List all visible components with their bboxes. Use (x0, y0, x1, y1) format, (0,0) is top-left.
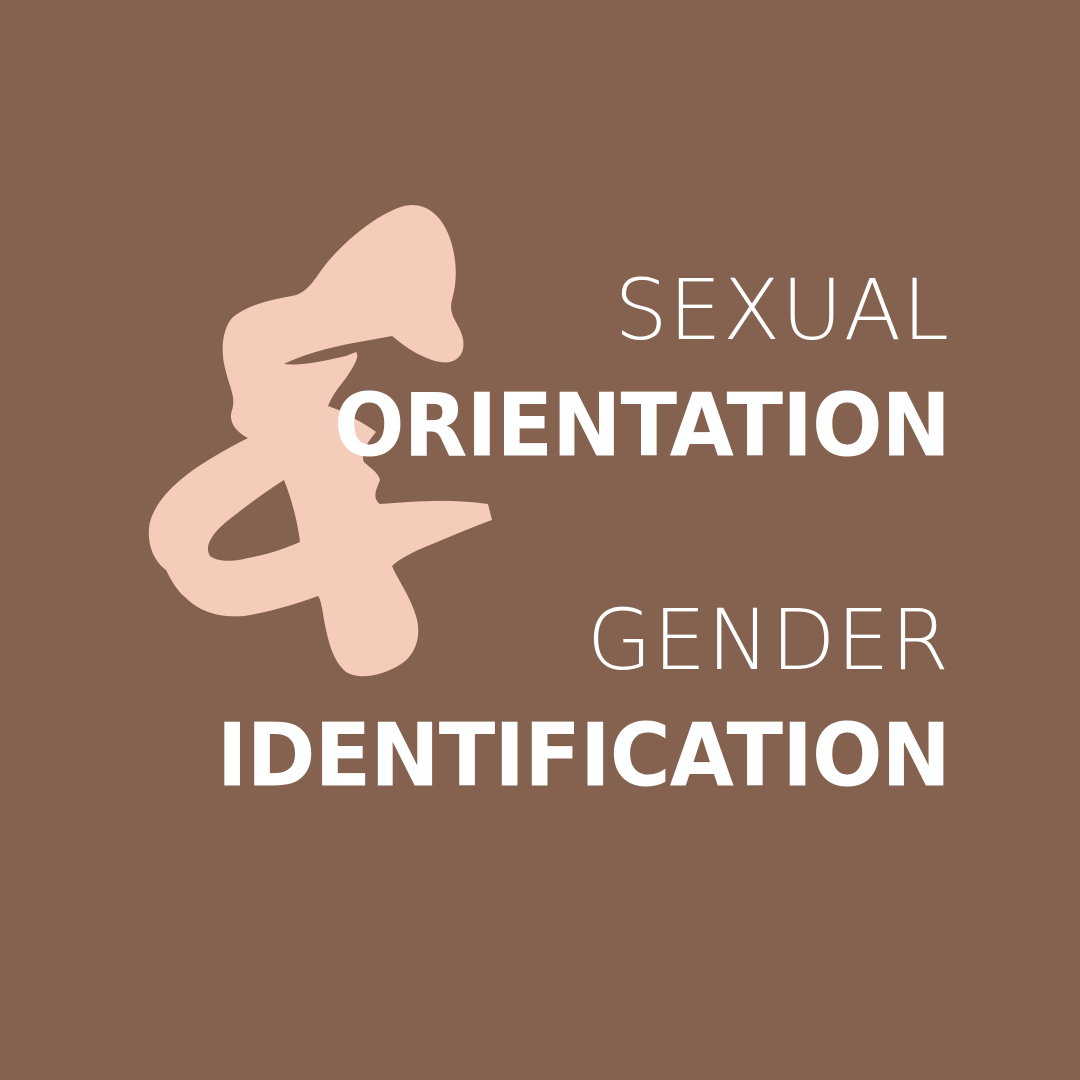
ampersand-stroke (148, 205, 492, 677)
headline-identification: IDENTIFICATION (216, 704, 951, 807)
headline-sexual: SEXUAL (614, 261, 950, 359)
headline-orientation: ORIENTATION (334, 374, 951, 477)
headline-gender: GENDER (586, 591, 950, 689)
